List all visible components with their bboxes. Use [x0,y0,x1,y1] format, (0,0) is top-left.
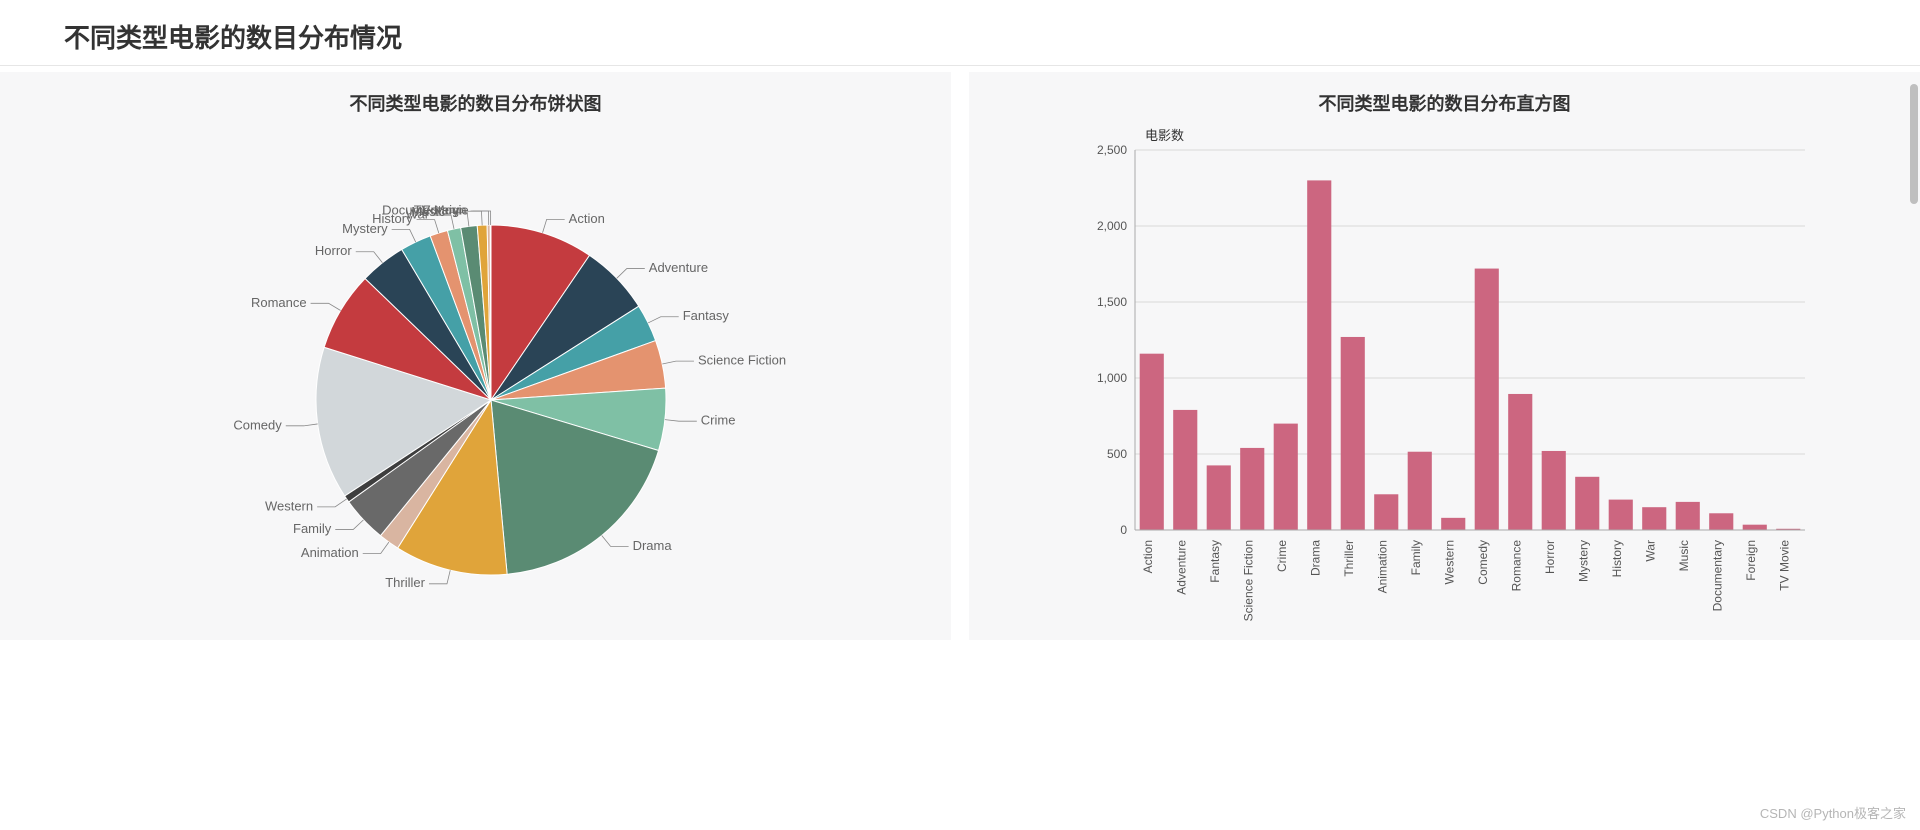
x-tick-label: History [1609,540,1623,577]
watermark: CSDN @Python极客之家 [1760,803,1906,822]
x-tick-label: Documentary [1710,540,1724,611]
pie-label: Thriller [385,575,425,590]
x-tick-label: Romance [1509,540,1523,592]
pie-panel: 不同类型电影的数目分布饼状图 Action Adventure Fantasy Sci… [0,72,951,640]
bar [1675,502,1699,530]
bar [1474,269,1498,530]
bar [1340,337,1364,530]
bar [1608,500,1632,530]
pie-label: Family [293,521,332,536]
x-tick-label: War [1643,540,1657,562]
pie-label: Western [264,498,312,513]
svg-text:0: 0 [1120,523,1127,537]
x-tick-label: Western [1442,540,1456,584]
bar [1508,394,1532,530]
pie-label: Comedy [233,417,282,432]
x-tick-label: Family [1408,540,1422,575]
bar [1742,525,1766,530]
x-tick-label: Adventure [1174,540,1188,595]
bar [1642,507,1666,530]
y-axis-title: 电影数 [1145,128,1184,143]
bar [1709,513,1733,530]
bar [1441,518,1465,530]
bar [1407,452,1431,530]
bar [1541,451,1565,530]
bar-panel: 不同类型电影的数目分布直方图 0 500 1,000 1,500 2,000 2,500 电… [969,72,1920,640]
x-tick-label: Action [1140,540,1154,573]
page-header: 不同类型电影的数目分布情况 [0,0,1920,66]
x-tick-label: TV Movie [1777,540,1791,591]
x-tick-label: Foreign [1743,540,1757,581]
pie-label: Science Fiction [697,353,785,368]
page-title: 不同类型电影的数目分布情况 [64,18,1856,55]
svg-text:2,500: 2,500 [1096,143,1126,157]
bar [1240,448,1264,530]
bar [1374,494,1398,530]
x-tick-label: Horror [1542,540,1556,574]
bar [1575,477,1599,530]
bar [1173,410,1197,530]
pie-label: Animation [300,545,358,560]
pie-title: 不同类型电影的数目分布饼状图 [0,90,951,116]
bar-chart: 0 500 1,000 1,500 2,000 2,500 电影数 Action Adventu… [1065,120,1825,640]
bar [1307,180,1331,530]
svg-text:1,000: 1,000 [1096,371,1126,385]
x-tick-label: Animation [1375,540,1389,593]
pie-label: Fantasy [682,308,729,323]
bar [1139,354,1163,530]
svg-text:2,000: 2,000 [1096,219,1126,233]
x-tick-label: Fantasy [1207,540,1221,583]
scrollbar-thumb[interactable] [1910,84,1918,204]
svg-text:1,500: 1,500 [1096,295,1126,309]
pie-label: Drama [632,538,672,553]
pie-label: TV Movie [413,202,468,217]
pie-label: Adventure [648,260,707,275]
pie-label: Romance [250,295,306,310]
bar [1273,424,1297,530]
x-tick-label: Mystery [1576,540,1590,582]
pie-label: Crime [700,413,735,428]
pie-label: Horror [314,243,352,258]
bar [1206,465,1230,530]
pie-chart: Action Adventure Fantasy Science Fiction Cri… [96,120,856,640]
pie-label: Action [568,211,604,226]
panels-row: 不同类型电影的数目分布饼状图 Action Adventure Fantasy Sci… [0,66,1920,640]
x-tick-label: Science Fiction [1241,540,1255,621]
x-tick-label: Crime [1274,540,1288,572]
x-tick-label: Drama [1308,540,1322,576]
x-tick-label: Thriller [1341,540,1355,577]
bar-title: 不同类型电影的数目分布直方图 [969,90,1920,116]
x-tick-label: Comedy [1475,540,1489,585]
x-tick-label: Music [1676,540,1690,571]
svg-text:500: 500 [1106,447,1126,461]
